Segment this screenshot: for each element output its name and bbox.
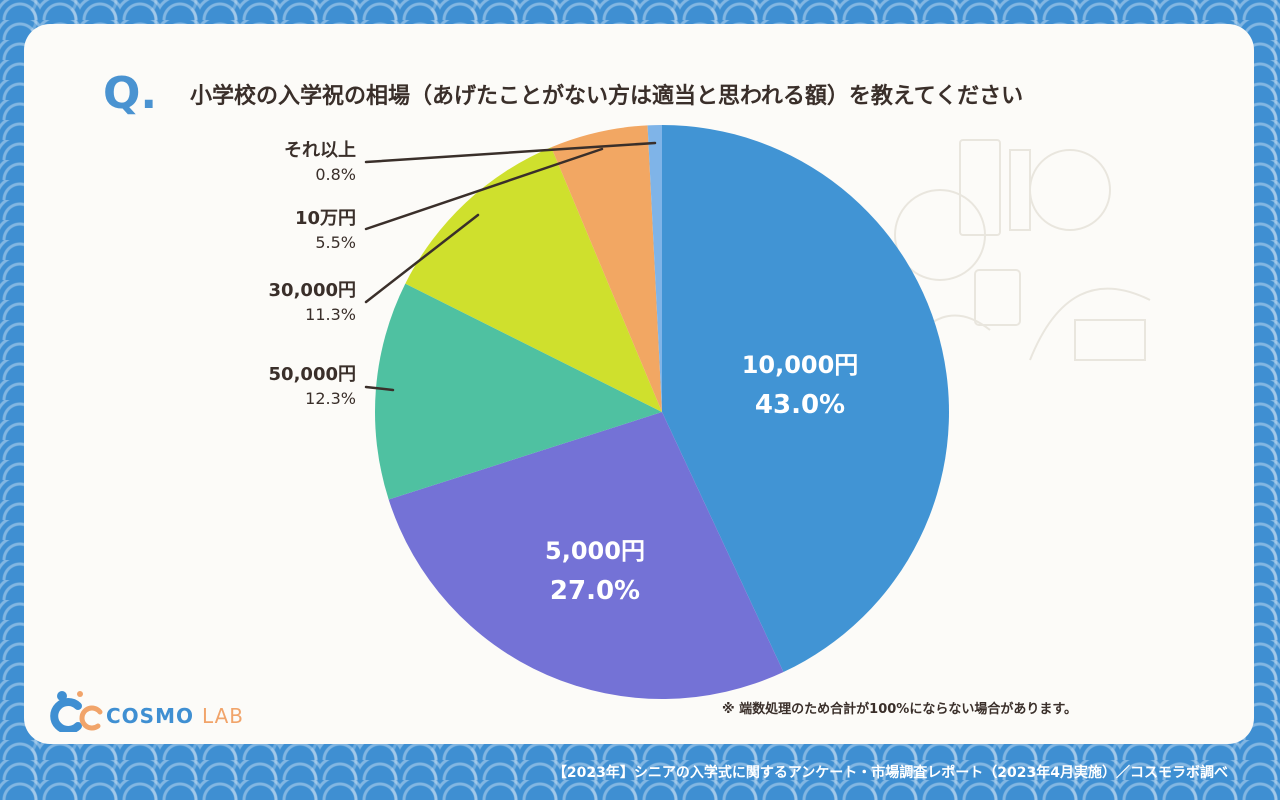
rounding-note: ※ 端数処理のため合計が100%にならない場合があります。 — [722, 702, 1078, 717]
label-5000: 5,000円 27.0% — [535, 532, 655, 612]
question-title: 小学校の入学祝の相場（あげたことがない方は適当と思われる額）を教えてください — [190, 84, 1024, 109]
logo-lab: LAB — [201, 704, 244, 728]
label-name: 10,000円 — [741, 351, 859, 379]
pie-slice-3 — [405, 147, 662, 412]
label-name: 50,000円 — [268, 364, 356, 385]
leader-line-50000 — [364, 385, 395, 392]
footer-source: 【2023年】シニアの入学式に関するアンケート・市場調査レポート（2023年4月… — [552, 765, 1228, 781]
label-10000: 10,000円 43.0% — [740, 346, 860, 426]
logo-cosmo: COSMO — [106, 704, 194, 728]
leader-line-10man — [364, 147, 604, 231]
leader-line-30000 — [364, 213, 480, 304]
pie-slice-0 — [662, 125, 949, 673]
label-pct: 0.8% — [315, 165, 356, 184]
pie-slice-2 — [374, 283, 662, 500]
pie-slice-4 — [551, 125, 662, 412]
label-pct: 27.0% — [549, 576, 641, 606]
label-name: 5,000円 — [545, 537, 645, 565]
label-pct: 5.5% — [315, 233, 356, 252]
label-pct: 43.0% — [754, 390, 846, 420]
label-30000: 30,000円 11.3% — [269, 278, 356, 326]
label-50000: 50,000円 12.3% — [269, 362, 356, 410]
pie-slice-1 — [388, 412, 784, 699]
label-name: 10万円 — [294, 208, 356, 229]
leader-line-sore-ijo — [364, 141, 657, 164]
question-mark: Q. — [103, 68, 158, 119]
label-name: 30,000円 — [268, 280, 356, 301]
label-pct: 12.3% — [305, 389, 356, 408]
label-name: それ以上 — [284, 140, 356, 161]
pie-slice-5 — [647, 125, 662, 412]
label-10man: 10万円 5.5% — [295, 206, 356, 254]
cosmo-lab-logo-icon — [50, 691, 103, 732]
label-sore-ijo: それ以上 0.8% — [284, 138, 356, 186]
logo-text: COSMO LAB — [106, 704, 244, 728]
label-pct: 11.3% — [305, 305, 356, 324]
